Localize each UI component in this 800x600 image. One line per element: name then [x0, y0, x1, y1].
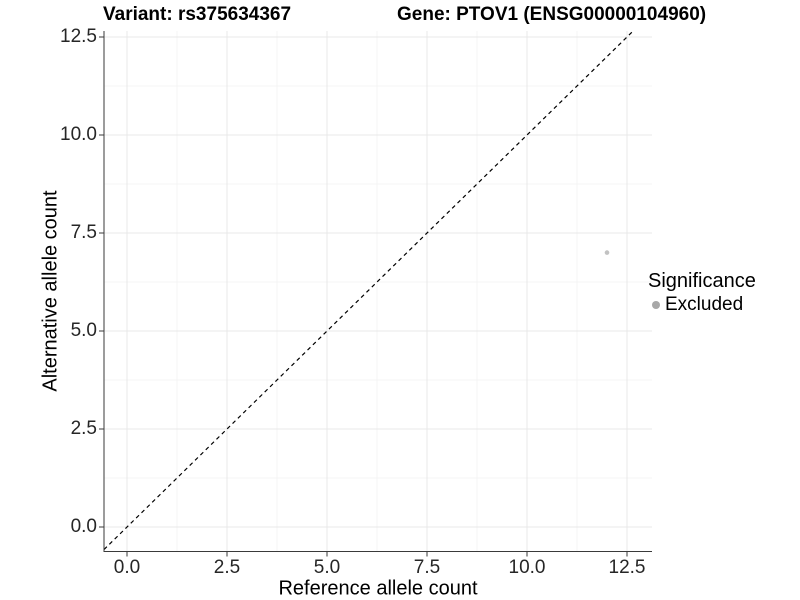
identity-reference-line — [103, 30, 634, 550]
legend-title: Significance — [648, 270, 756, 292]
legend-item: Excluded — [648, 294, 756, 316]
y-axis-title: Alternative allele count — [39, 190, 62, 392]
legend-point-icon — [652, 301, 660, 309]
plot-title-gene: Gene: PTOV1 (ENSG00000104960) — [397, 4, 707, 25]
x-axis-tick-label: 12.5 — [608, 557, 646, 578]
y-axis-tick-label: 12.5 — [60, 26, 97, 47]
y-axis-tick-label: 2.5 — [70, 418, 97, 439]
plot-title-variant: Variant: rs375634367 — [103, 4, 292, 25]
y-axis-tick-label: 7.5 — [70, 222, 97, 243]
legend-item-label: Excluded — [665, 294, 744, 315]
x-axis-tick-label: 0.0 — [113, 557, 141, 578]
x-axis-title: Reference allele count — [278, 577, 478, 600]
legend: Significance Excluded — [648, 270, 756, 316]
x-axis-tick-label: 2.5 — [213, 557, 241, 578]
x-axis-tick-label: 10.0 — [508, 557, 546, 578]
x-axis-tick-label: 5.0 — [313, 557, 341, 578]
x-axis-tick-label: 7.5 — [413, 557, 441, 578]
y-axis-tick-label: 5.0 — [70, 320, 97, 341]
y-axis-tick-label: 10.0 — [60, 124, 97, 145]
y-axis-tick-label: 0.0 — [70, 516, 97, 537]
data-point — [604, 250, 610, 255]
legend-items: Excluded — [648, 294, 756, 316]
